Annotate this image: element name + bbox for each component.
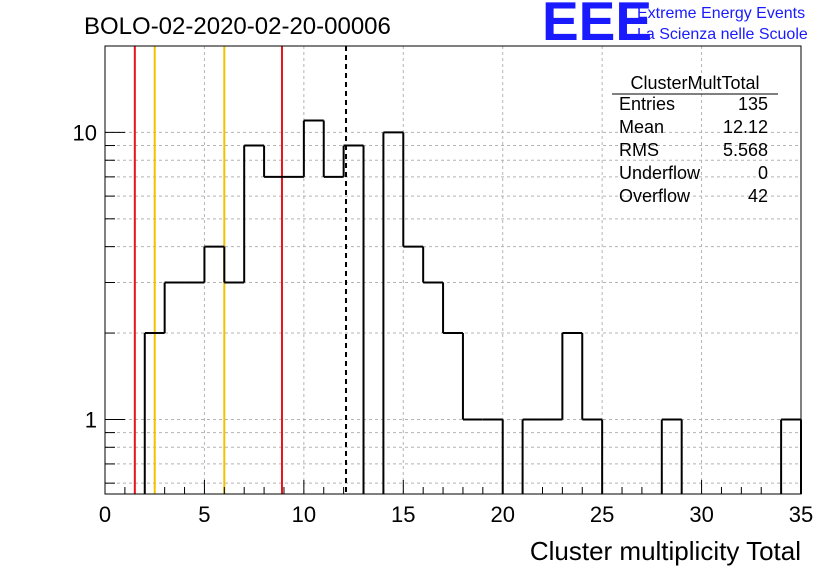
stats-value-entries: 135 [738, 94, 768, 114]
y-tick-label: 1 [85, 407, 97, 432]
histogram-bin [561, 332, 583, 420]
stats-label-underflow: Underflow [619, 163, 701, 183]
stats-box: ClusterMultTotal Entries 135 Mean 12.12 … [612, 73, 778, 206]
histogram-bin [402, 132, 424, 248]
histogram-bin [263, 145, 284, 178]
histogram-bin [422, 246, 444, 284]
histogram-bin [382, 131, 404, 494]
histogram-bin [521, 418, 543, 494]
x-tick-label: 5 [198, 502, 210, 527]
grid-lines [104, 45, 802, 494]
stats-value-rms: 5.568 [723, 140, 768, 160]
stats-value-mean: 12.12 [723, 117, 768, 137]
histogram-bin [223, 246, 245, 284]
histogram-bin [322, 120, 344, 178]
histogram [143, 119, 802, 494]
x-tick-label: 25 [590, 502, 614, 527]
logo-mark: EEE [542, 0, 652, 52]
eee-logo: EEE Extreme Energy Events La Scienza nel… [542, 0, 808, 52]
stats-label-rms: RMS [619, 140, 659, 160]
stats-value-overflow: 42 [748, 186, 768, 206]
logo-line-2: La Scienza nelle Scuole [637, 26, 808, 43]
histogram-bin [581, 333, 603, 421]
histogram-bin [780, 418, 801, 494]
x-tick-label: 35 [789, 502, 813, 527]
histogram-bin [163, 281, 185, 334]
histogram-bin [203, 245, 225, 283]
y-tick-label: 10 [73, 120, 97, 145]
stats-value-underflow: 0 [758, 163, 768, 183]
x-tick-label: 0 [99, 502, 111, 527]
histogram-bin [442, 282, 463, 335]
reference-lines [133, 46, 348, 494]
stats-label-overflow: Overflow [619, 186, 691, 206]
histogram-bin [243, 144, 265, 283]
x-tick-label: 30 [689, 502, 713, 527]
stats-box-name: ClusterMultTotal [630, 73, 759, 93]
x-axis-title: Cluster multiplicity Total [530, 536, 801, 566]
histogram-bin [143, 332, 165, 494]
histogram-bin [302, 119, 324, 177]
x-tick-label: 20 [490, 502, 514, 527]
x-tick-label: 10 [292, 502, 316, 527]
stats-label-entries: Entries [619, 94, 675, 114]
axes: 0 5 10 15 20 25 30 35 1 10 [73, 45, 813, 527]
stats-label-mean: Mean [619, 117, 664, 137]
chart-title: BOLO-02-2020-02-20-00006 [84, 13, 391, 40]
histogram-bin [461, 333, 483, 421]
logo-line-1: Extreme Energy Events [637, 5, 805, 22]
histogram-bin [342, 144, 364, 177]
histogram-bin [660, 418, 682, 494]
plot-frame [104, 45, 802, 495]
x-tick-label: 15 [391, 502, 415, 527]
